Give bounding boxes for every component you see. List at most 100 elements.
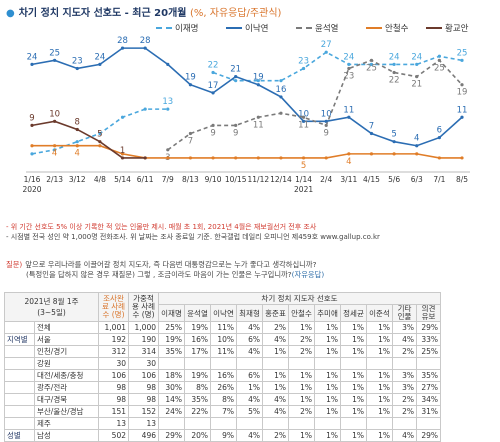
- data-point-lee_jm: [30, 152, 34, 156]
- data-point-lee_jm: [234, 79, 238, 83]
- data-point-hwang: [120, 156, 125, 160]
- percent-cell: 8%: [184, 381, 211, 394]
- row-label: 부산/울산/경남: [34, 405, 99, 418]
- percent-cell: [314, 417, 341, 430]
- legend-swatch: [296, 27, 312, 29]
- data-label-lee_ny: 6: [437, 126, 442, 136]
- percent-cell: 11%: [210, 345, 237, 358]
- row-group: 지역별: [4, 333, 35, 346]
- data-label-yoon: 23: [343, 71, 354, 81]
- percent-cell: 31%: [416, 405, 441, 418]
- row-label: 남성: [34, 429, 99, 442]
- weighted-count-header: 가중적용 사례수 (명): [128, 292, 159, 322]
- data-label-lee_ny: 10: [321, 109, 332, 119]
- weighted-count: 1,000: [128, 321, 159, 334]
- x-tick-label: 11/12: [248, 175, 270, 184]
- percent-cell: 1%: [262, 369, 289, 382]
- data-label-lee_ny: 23: [72, 56, 83, 66]
- percent-cell: 1%: [262, 381, 289, 394]
- data-point-ahn: [234, 156, 238, 160]
- percent-cell: 1%: [340, 393, 367, 406]
- data-point-yoon: [279, 111, 283, 115]
- row-group: [4, 393, 35, 406]
- data-label-hwang: 9: [29, 113, 34, 123]
- x-tick-label: 1/16: [24, 175, 41, 184]
- chart-note-2: - 시점별 전국 성인 약 1,000명 전화조사. 위 날짜는 조사 종료일 …: [6, 233, 380, 241]
- data-point-lee_ny: [369, 131, 374, 136]
- percent-cell: 18%: [158, 369, 185, 382]
- candidate-header: 정세균: [340, 304, 367, 322]
- data-label-lee_ny: 24: [27, 52, 38, 62]
- percent-cell: 4%: [262, 405, 289, 418]
- row-group: [4, 381, 35, 394]
- year-label: 2021: [294, 185, 313, 194]
- data-point-yoon: [324, 123, 328, 127]
- percent-cell: 19%: [184, 321, 211, 334]
- data-point-lee_jm: [301, 66, 306, 71]
- data-point-lee_jm: [98, 131, 102, 136]
- chart-title: ● 차기 정치 지도자 선호도 - 최근 20개월 (%, 자유응답/주관식): [6, 4, 281, 19]
- percent-cell: 1%: [366, 429, 393, 442]
- data-point-ahn: [98, 144, 102, 148]
- percent-cell: 4%: [236, 345, 263, 358]
- percent-cell: 8%: [210, 393, 237, 406]
- data-label-ahn: 4: [346, 157, 351, 167]
- data-label-hwang: 5: [97, 130, 102, 140]
- table-row: 제주 13 13: [4, 417, 441, 430]
- data-label-lee_ny: 28: [117, 36, 128, 46]
- percent-cell: 2%: [262, 321, 289, 334]
- percent-cell: 1%: [366, 369, 393, 382]
- weighted-count: 106: [128, 369, 159, 382]
- percent-cell: 1%: [366, 321, 393, 334]
- percent-cell: 1%: [262, 345, 289, 358]
- data-point-lee_ny: [120, 46, 125, 50]
- data-point-lee_jm: [256, 79, 260, 83]
- percent-cell: 24%: [158, 405, 185, 418]
- chart-note-1: - 위 기간 선호도 5% 이상 기록한 적 있는 인물만 제시. 매월 초 1…: [6, 223, 317, 231]
- data-point-yoon: [392, 70, 396, 75]
- percent-cell: 1%: [288, 381, 315, 394]
- table-row: 전체 1,001 1,000 25% 19% 11% 4% 2% 1% 1% 1% 1% 3% 29%: [4, 321, 441, 334]
- percent-cell: 1%: [366, 381, 393, 394]
- data-point-lee_jm: [120, 115, 125, 119]
- title-text: 차기 정치 지도자 선호도 - 최근 20개월: [18, 8, 187, 19]
- legend-swatch: [426, 27, 442, 29]
- percent-cell: [340, 417, 367, 430]
- percent-cell: 1%: [340, 345, 367, 358]
- legend-label: 안철수: [385, 24, 409, 34]
- data-point-lee_jm: [415, 62, 419, 66]
- weighted-count: 190: [128, 333, 159, 346]
- percent-cell: 29%: [158, 429, 185, 442]
- row-group: [4, 405, 35, 418]
- series-line-lee_jm: [212, 51, 463, 82]
- percent-cell: 1%: [314, 321, 341, 334]
- data-label-lee_ny: 10: [298, 109, 309, 119]
- data-point-lee_jm: [437, 54, 441, 58]
- x-tick-label: 7/9: [162, 175, 174, 184]
- percent-cell: [184, 417, 211, 430]
- percent-cell: 1%: [288, 321, 315, 334]
- data-point-ahn: [347, 152, 351, 156]
- row-label: 강원: [34, 357, 99, 370]
- data-point-lee_ny: [460, 115, 464, 119]
- percent-cell: 1%: [314, 393, 341, 406]
- percent-cell: 6%: [236, 333, 263, 346]
- data-label-yoon: 19: [457, 88, 468, 98]
- percent-cell: 16%: [210, 369, 237, 382]
- sample-count: 13: [98, 417, 129, 430]
- legend-label: 윤석열: [315, 24, 339, 34]
- data-label-lee_jm: 22: [208, 61, 219, 71]
- legend-item-yoon: 윤석열: [296, 22, 338, 34]
- data-label-yoon: 7: [188, 137, 193, 147]
- percent-cell: 17%: [184, 345, 211, 358]
- percent-cell: 3%: [392, 381, 417, 394]
- percent-cell: 25%: [158, 321, 185, 334]
- row-label: 인천/경기: [34, 345, 99, 358]
- sample-count: 151: [98, 405, 129, 418]
- x-tick-label: 4/8: [94, 175, 106, 184]
- percent-cell: [262, 357, 289, 370]
- data-label-lee_ny: 11: [343, 105, 354, 115]
- row-label: 서울: [34, 333, 99, 346]
- data-point-hwang: [75, 127, 79, 132]
- percent-cell: [288, 417, 315, 430]
